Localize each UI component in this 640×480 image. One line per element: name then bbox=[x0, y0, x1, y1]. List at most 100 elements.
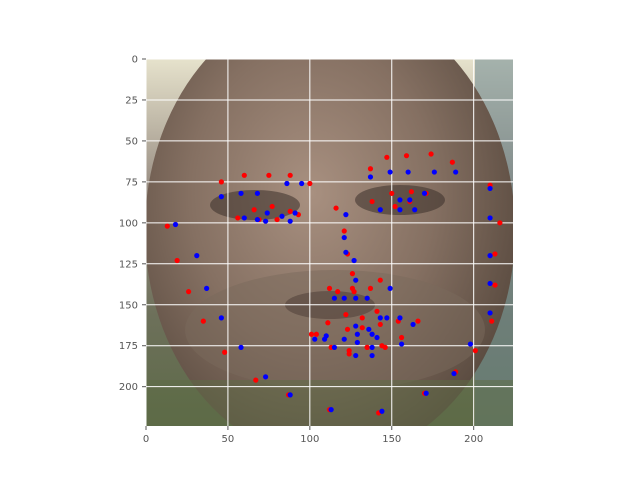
data-point bbox=[369, 198, 375, 205]
data-point bbox=[263, 374, 269, 380]
data-point bbox=[359, 325, 365, 331]
data-point bbox=[251, 207, 257, 213]
data-point bbox=[241, 215, 247, 221]
data-point bbox=[299, 180, 305, 187]
data-point bbox=[351, 289, 357, 295]
data-point bbox=[204, 285, 210, 291]
y-tick-label: 200 bbox=[119, 382, 138, 393]
data-point bbox=[353, 352, 359, 359]
y-tick-label: 175 bbox=[119, 341, 138, 352]
data-point bbox=[408, 189, 415, 195]
data-point bbox=[379, 408, 385, 414]
y-axis: 0 25 50 75 100 125 150 175 200 bbox=[119, 55, 146, 393]
data-point bbox=[307, 180, 313, 187]
data-point bbox=[287, 218, 293, 224]
data-point bbox=[367, 174, 374, 180]
x-tick-label: 0 bbox=[143, 434, 149, 445]
y-tick-label: 150 bbox=[119, 300, 138, 311]
data-point bbox=[325, 320, 331, 326]
data-point bbox=[194, 253, 200, 259]
data-point bbox=[222, 349, 228, 355]
data-point bbox=[313, 331, 319, 337]
data-point bbox=[264, 210, 270, 216]
data-point bbox=[343, 311, 349, 318]
data-point bbox=[369, 344, 375, 350]
data-point bbox=[253, 377, 259, 383]
data-point bbox=[364, 344, 370, 350]
x-tick-label: 50 bbox=[222, 434, 235, 445]
data-point bbox=[164, 223, 170, 229]
data-point bbox=[387, 169, 393, 175]
data-point bbox=[218, 179, 224, 185]
x-axis: 0 50 100 150 200 bbox=[143, 426, 483, 445]
data-point bbox=[449, 159, 455, 165]
data-point bbox=[492, 282, 498, 288]
data-point bbox=[451, 370, 457, 377]
data-point bbox=[343, 212, 349, 218]
data-point bbox=[428, 151, 434, 157]
data-point bbox=[410, 321, 416, 328]
data-point bbox=[308, 331, 315, 337]
x-tick-label: 100 bbox=[300, 434, 319, 445]
data-point bbox=[492, 251, 498, 257]
data-point bbox=[497, 220, 503, 226]
data-point bbox=[487, 253, 493, 259]
data-point bbox=[238, 190, 244, 196]
data-point bbox=[392, 203, 398, 210]
data-point bbox=[369, 331, 375, 337]
data-point bbox=[412, 207, 418, 213]
data-point bbox=[341, 234, 347, 241]
data-point bbox=[346, 348, 352, 354]
data-point bbox=[218, 194, 224, 200]
data-point bbox=[174, 257, 180, 264]
data-point bbox=[421, 190, 428, 196]
data-point bbox=[415, 318, 421, 324]
data-point bbox=[354, 339, 360, 346]
data-point bbox=[367, 285, 374, 291]
data-point bbox=[344, 326, 351, 332]
data-point bbox=[269, 203, 275, 210]
data-point bbox=[472, 348, 478, 354]
data-point bbox=[369, 352, 375, 359]
data-point bbox=[487, 185, 493, 192]
data-point bbox=[489, 318, 495, 324]
data-point bbox=[377, 321, 383, 328]
data-point bbox=[353, 295, 359, 301]
data-point bbox=[431, 169, 437, 175]
data-point bbox=[487, 280, 493, 287]
data-point bbox=[403, 153, 410, 159]
data-point bbox=[235, 215, 241, 221]
data-point bbox=[172, 221, 179, 228]
data-point bbox=[218, 315, 224, 321]
data-point bbox=[389, 190, 395, 196]
data-point bbox=[374, 308, 380, 314]
blue-series bbox=[172, 169, 493, 414]
data-point bbox=[331, 344, 338, 350]
data-point bbox=[377, 315, 383, 321]
y-tick-label: 0 bbox=[132, 55, 138, 66]
data-point bbox=[343, 249, 349, 255]
landmark-points bbox=[164, 151, 503, 416]
data-point bbox=[279, 213, 285, 219]
data-point bbox=[453, 169, 459, 175]
data-point bbox=[287, 208, 293, 214]
data-point bbox=[405, 169, 411, 175]
data-point bbox=[407, 197, 413, 203]
data-point bbox=[382, 344, 388, 350]
x-tick-label: 200 bbox=[464, 434, 483, 445]
data-point bbox=[349, 271, 356, 277]
data-point bbox=[398, 334, 405, 341]
data-point bbox=[333, 205, 339, 211]
data-point bbox=[341, 295, 347, 301]
data-point bbox=[374, 334, 380, 341]
data-point bbox=[292, 210, 298, 216]
data-point bbox=[366, 326, 372, 332]
data-point bbox=[254, 190, 261, 196]
data-point bbox=[377, 207, 383, 213]
data-point bbox=[326, 285, 333, 291]
data-point bbox=[263, 218, 269, 224]
data-point bbox=[287, 172, 293, 178]
data-point bbox=[397, 207, 403, 213]
data-point bbox=[353, 277, 359, 283]
